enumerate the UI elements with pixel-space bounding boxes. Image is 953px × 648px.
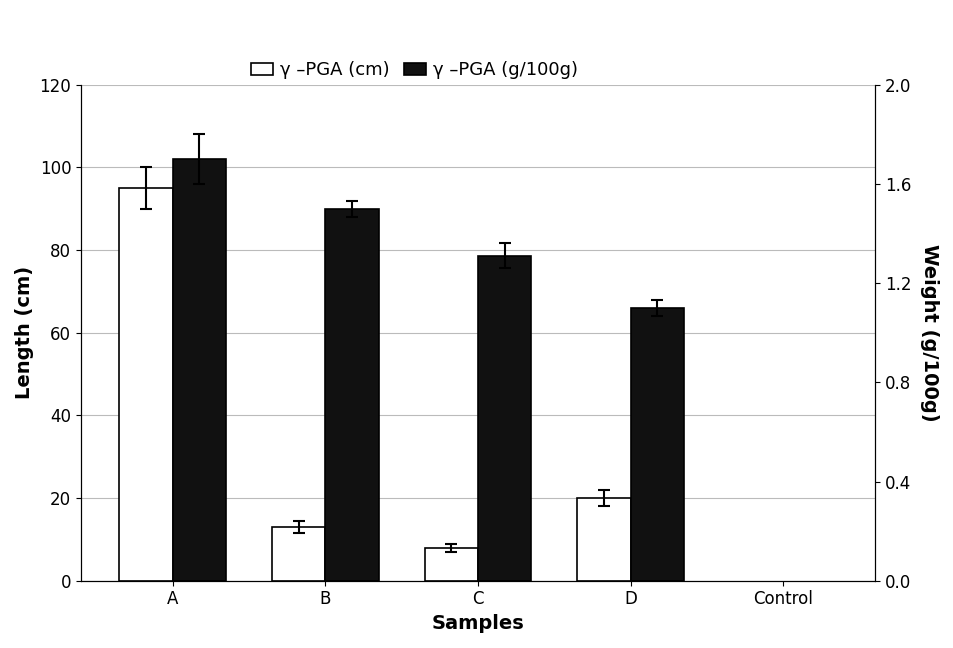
Bar — [424, 548, 477, 581]
Bar — [272, 527, 325, 581]
Bar — [172, 159, 226, 581]
Y-axis label: Weight (g/100g): Weight (g/100g) — [919, 244, 938, 422]
Legend: γ –PGA (cm), γ –PGA (g/100g): γ –PGA (cm), γ –PGA (g/100g) — [244, 54, 584, 87]
Bar — [477, 256, 531, 581]
Bar — [630, 308, 683, 581]
X-axis label: Samples: Samples — [431, 614, 524, 633]
Bar — [325, 209, 378, 581]
Y-axis label: Length (cm): Length (cm) — [15, 266, 34, 399]
Bar — [577, 498, 630, 581]
Bar — [119, 188, 172, 581]
